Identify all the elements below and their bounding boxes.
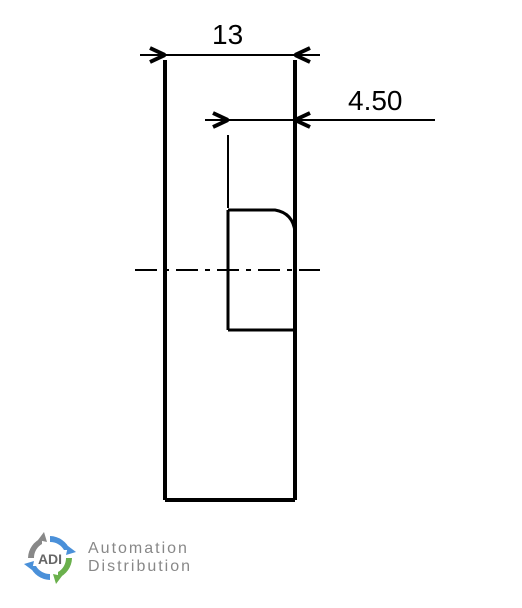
logo-text-line2: Distribution [88,558,192,576]
brand-logo: ADI Automation Distribution [20,528,192,588]
drawing-svg: 13 4.50 [0,0,522,608]
technical-drawing: 13 4.50 [0,0,522,608]
logo-text-line1: Automation [88,540,192,558]
svg-text:ADI: ADI [38,551,62,567]
dimension-text-right: 4.50 [348,85,403,116]
logo-icon: ADI [20,528,80,588]
dimension-right: 4.50 [205,85,435,208]
part-outline [165,60,295,500]
dimension-text-top: 13 [212,19,243,50]
dimension-top: 13 [140,19,320,62]
logo-text: Automation Distribution [88,540,192,575]
